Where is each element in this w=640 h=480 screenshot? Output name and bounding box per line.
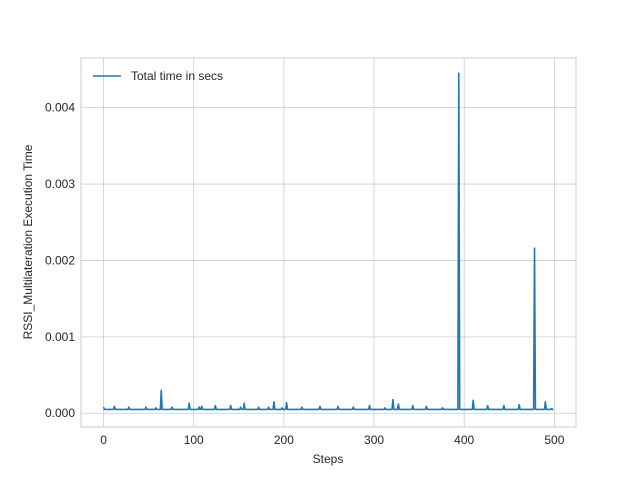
legend-label: Total time in secs — [131, 69, 223, 83]
y-tick-label: 0.001 — [45, 330, 75, 344]
plot-area — [81, 58, 576, 427]
x-tick-label: 100 — [184, 433, 204, 447]
y-tick-label: 0.004 — [45, 101, 75, 115]
y-tick-label: 0.002 — [45, 253, 75, 267]
y-tick-label: 0.003 — [45, 177, 75, 191]
x-tick-label: 300 — [364, 433, 384, 447]
series-line-total-time — [102, 72, 554, 411]
x-axis-label: Steps — [313, 452, 344, 466]
x-tick-labels: 0 100 200 300 400 500 — [100, 433, 564, 447]
grid-lines — [81, 58, 576, 427]
y-axis-label: RSSI_Multilateration Execution Time — [21, 144, 35, 339]
legend: Total time in secs — [93, 69, 223, 83]
x-tick-label: 0 — [100, 433, 107, 447]
x-tick-label: 400 — [454, 433, 474, 447]
x-tick-label: 200 — [274, 433, 294, 447]
plot-frame — [80, 57, 577, 428]
y-tick-labels: 0.000 0.001 0.002 0.003 0.004 — [45, 101, 75, 421]
x-tick-label: 500 — [544, 433, 564, 447]
y-tick-label: 0.000 — [45, 406, 75, 420]
